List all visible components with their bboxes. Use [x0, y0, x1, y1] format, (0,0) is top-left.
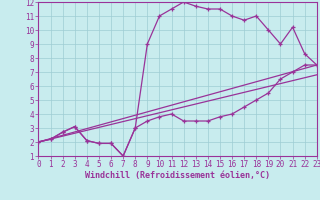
X-axis label: Windchill (Refroidissement éolien,°C): Windchill (Refroidissement éolien,°C) [85, 171, 270, 180]
